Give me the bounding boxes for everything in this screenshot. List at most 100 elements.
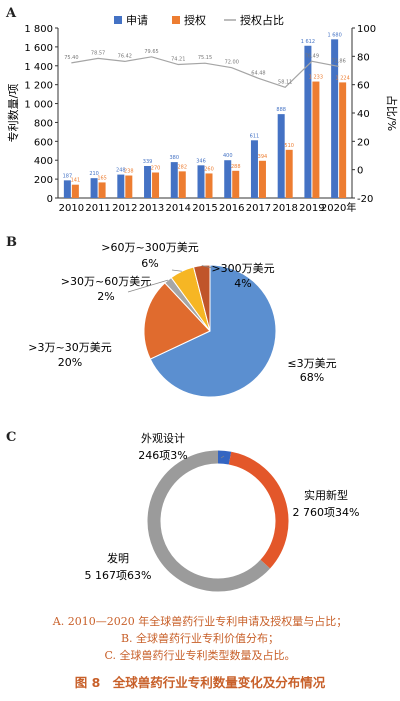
pie-value-label: 2% xyxy=(97,290,114,303)
pie-slice xyxy=(143,282,211,360)
data-label-apply: 611 xyxy=(250,133,260,139)
pie-label: >60万~300万美元 xyxy=(101,241,198,254)
bar-apply xyxy=(331,39,339,199)
bar-grant xyxy=(125,175,133,198)
x-tick-label: 2016 xyxy=(219,203,244,214)
bar-grant xyxy=(152,172,160,198)
y-tick-label: 400 xyxy=(34,156,53,167)
data-label-grant: 1 224 xyxy=(335,75,349,81)
y-tick-label: 200 xyxy=(34,175,53,186)
pie-label: ≤3万美元 xyxy=(287,357,336,370)
x-tick-label: 2020年 xyxy=(321,201,356,214)
bar-grant xyxy=(232,170,240,198)
x-tick-label: 2012 xyxy=(112,203,137,214)
pie-label: >300万美元 xyxy=(211,262,274,275)
data-label-grant: 165 xyxy=(97,175,107,181)
pie-label: >3万~30万美元 xyxy=(28,341,111,354)
data-label-apply: 400 xyxy=(223,153,233,159)
data-label-apply: 187 xyxy=(63,173,73,179)
donut-segment xyxy=(147,450,271,592)
donut-segment xyxy=(217,450,232,465)
ratio-data-label: 78.57 xyxy=(91,50,105,56)
y-tick-label: 1 400 xyxy=(24,62,53,73)
donut-label: 实用新型 xyxy=(304,488,348,502)
ratio-data-label: 58.11 xyxy=(278,79,292,85)
ratio-data-label: 75.15 xyxy=(198,55,212,61)
legend-swatch-grant xyxy=(172,16,180,24)
caption-line-1: A. 2010—2020 年全球兽药行业专利申请及授权量与占比； xyxy=(52,615,348,628)
y-tick-label: 0 xyxy=(47,194,53,205)
ratio-data-label: 64.48 xyxy=(251,70,265,76)
x-tick-label: 2013 xyxy=(139,203,164,214)
pie-value-label: 68% xyxy=(300,371,324,384)
y2-tick-label: -20 xyxy=(357,194,373,205)
bar-grant xyxy=(71,184,79,198)
ratio-line xyxy=(71,56,339,89)
donut-label: 外观设计 xyxy=(141,432,185,445)
x-tick-label: 2010 xyxy=(59,203,84,214)
x-tick-label: 2017 xyxy=(246,203,271,214)
bar-grant xyxy=(258,160,266,198)
bar-grant xyxy=(285,149,293,198)
y2-axis-title: 占比/% xyxy=(385,95,399,131)
y-tick-label: 600 xyxy=(34,137,53,148)
donut-value-label: 246项3% xyxy=(138,449,187,462)
donut-value-label: 5 167项63% xyxy=(85,569,152,582)
x-tick-label: 2015 xyxy=(192,203,217,214)
pie-value-label: 4% xyxy=(234,277,251,290)
data-label-apply: 888 xyxy=(276,107,286,113)
data-label-grant: 394 xyxy=(258,154,268,160)
data-label-apply: 1 680 xyxy=(327,32,341,38)
panel-b-label: B xyxy=(6,235,17,250)
pie-value-label: 20% xyxy=(58,356,82,369)
pie-value-label: 6% xyxy=(141,257,158,270)
data-label-apply: 210 xyxy=(89,171,99,177)
ratio-data-label: 76.42 xyxy=(118,53,132,59)
data-label-apply: 346 xyxy=(196,158,206,164)
caption-line-3: C. 全球兽药行业专利类型数量及占比。 xyxy=(104,649,296,662)
y2-tick-label: 100 xyxy=(357,24,376,35)
pie-label: >30万~60万美元 xyxy=(61,275,151,288)
y-tick-label: 1 200 xyxy=(24,81,53,92)
bar-grant xyxy=(98,182,106,198)
donut-label: 发明 xyxy=(107,551,129,565)
chart-c: 外观设计 246项3% 实用新型 2 760项34% 发明 5 167项63% xyxy=(85,432,360,592)
bar-grant xyxy=(205,173,213,198)
pie-leader-line xyxy=(171,269,182,272)
y-tick-label: 1 000 xyxy=(24,100,53,111)
data-label-grant: 141 xyxy=(71,178,81,184)
ratio-data-label: 76.49 xyxy=(305,53,319,59)
bar-apply xyxy=(144,165,152,198)
legend-label-apply: 申请 xyxy=(126,14,148,27)
bar-apply xyxy=(90,178,98,198)
ratio-data-label: 75.40 xyxy=(64,55,78,61)
donut-value-label: 2 760项34% xyxy=(293,506,360,519)
y-tick-label: 800 xyxy=(34,118,53,129)
bar-apply xyxy=(250,140,258,198)
y-axis-title: 专利数量/项 xyxy=(6,84,20,143)
x-tick-label: 2018 xyxy=(272,203,297,214)
bar-apply xyxy=(277,114,285,198)
bar-apply xyxy=(224,160,232,198)
data-label-grant: 260 xyxy=(204,166,214,172)
bar-apply xyxy=(304,45,312,198)
x-tick-label: 2014 xyxy=(166,203,191,214)
pie-slice xyxy=(192,264,211,332)
data-label-apply: 248 xyxy=(116,168,126,174)
x-tick-label: 2019 xyxy=(299,203,324,214)
data-label-grant: 282 xyxy=(177,164,187,170)
bar-grant xyxy=(339,82,347,198)
figure-title: 图 8 全球兽药行业专利数量变化及分布情况 xyxy=(74,675,326,690)
y2-tick-label: 60 xyxy=(357,81,370,92)
data-label-apply: 380 xyxy=(169,155,179,161)
ratio-data-label: 74.21 xyxy=(171,57,185,63)
legend-swatch-apply xyxy=(114,16,122,24)
bar-apply xyxy=(197,165,205,198)
y2-tick-label: 80 xyxy=(357,52,370,63)
ratio-data-label: 72.86 xyxy=(331,58,345,64)
bar-apply xyxy=(63,180,71,198)
bar-grant xyxy=(178,171,186,198)
legend-label-grant: 授权 xyxy=(184,13,206,27)
